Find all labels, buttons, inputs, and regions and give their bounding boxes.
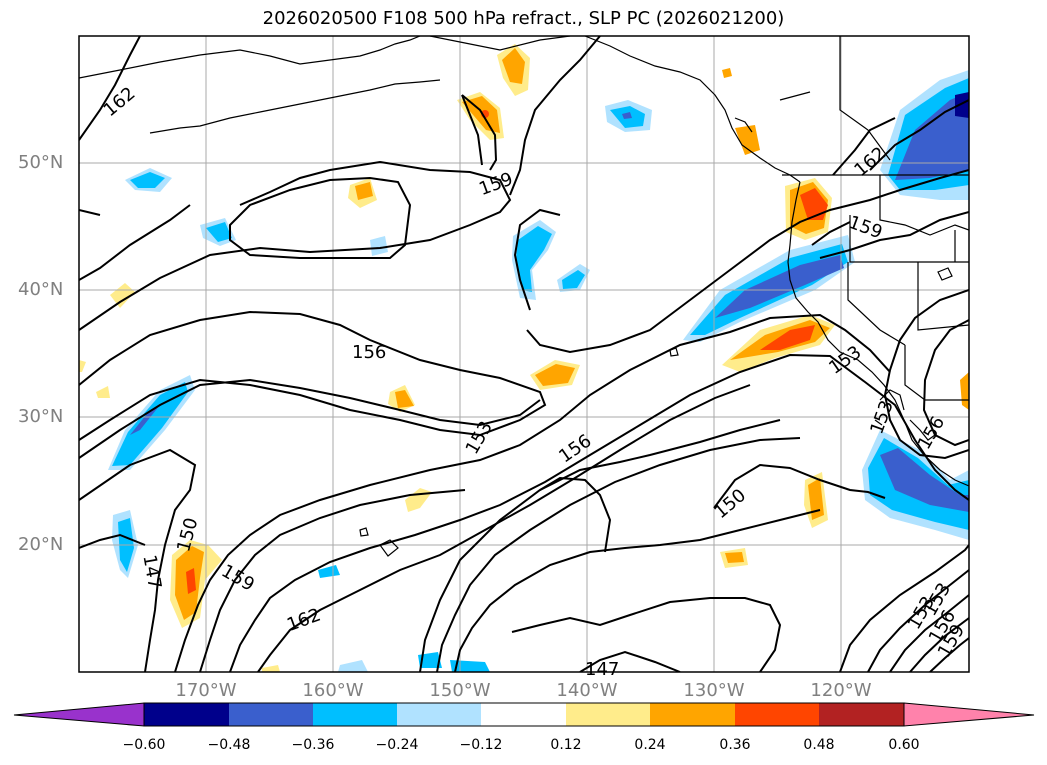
- lon-label-120w: 120°W: [810, 680, 872, 701]
- colorbar-tick-label: −0.24: [375, 737, 419, 753]
- lat-label-40n: 40°N: [18, 279, 64, 300]
- lon-label-150w: 150°W: [429, 680, 491, 701]
- colorbar-bin: [313, 703, 398, 726]
- colorbar-tick-label: 0.60: [888, 737, 920, 753]
- colorbar-bin: [397, 703, 482, 726]
- lon-label-160w: 160°W: [302, 680, 364, 701]
- colorbar-tick-label: −0.48: [207, 737, 251, 753]
- lon-label-130w: 130°W: [683, 680, 745, 701]
- lat-label-20n: 20°N: [18, 534, 64, 555]
- colorbar-max-extension: [903, 702, 1035, 727]
- colorbar-bin: [144, 703, 229, 726]
- colorbar-min-extension: [13, 702, 145, 727]
- colorbar-bin: [481, 703, 566, 726]
- contour-label: 156: [352, 342, 386, 363]
- colorbar-bin: [650, 703, 735, 726]
- colorbar-tick-label: −0.36: [291, 737, 335, 753]
- colorbar-tick-label: 0.24: [634, 737, 666, 753]
- colorbar: [13, 702, 1035, 727]
- colorbar-tick-label: −0.12: [459, 737, 503, 753]
- slp-contours: [79, 36, 969, 672]
- colorbar-bin: [566, 703, 651, 726]
- colorbar-bin: [819, 703, 904, 726]
- colorbar-tick-label: 0.12: [550, 737, 582, 753]
- contour-label: 147: [585, 659, 619, 680]
- lon-label-170w: 170°W: [175, 680, 237, 701]
- colorbar-tick-label: 0.36: [719, 737, 751, 753]
- colorbar-tick-label: −0.60: [122, 737, 166, 753]
- map-title: 2026020500 F108 500 hPa refract., SLP PC…: [262, 8, 785, 29]
- colorbar-tick-label: 0.48: [803, 737, 835, 753]
- anomaly-fills: [79, 44, 969, 672]
- plot-border: [78, 35, 970, 673]
- lon-label-140w: 140°W: [556, 680, 618, 701]
- colorbar-bin: [229, 703, 314, 726]
- coastlines: [79, 36, 969, 557]
- lat-label-30n: 30°N: [18, 406, 64, 427]
- colorbar-bin: [735, 703, 820, 726]
- lat-label-50n: 50°N: [18, 152, 64, 173]
